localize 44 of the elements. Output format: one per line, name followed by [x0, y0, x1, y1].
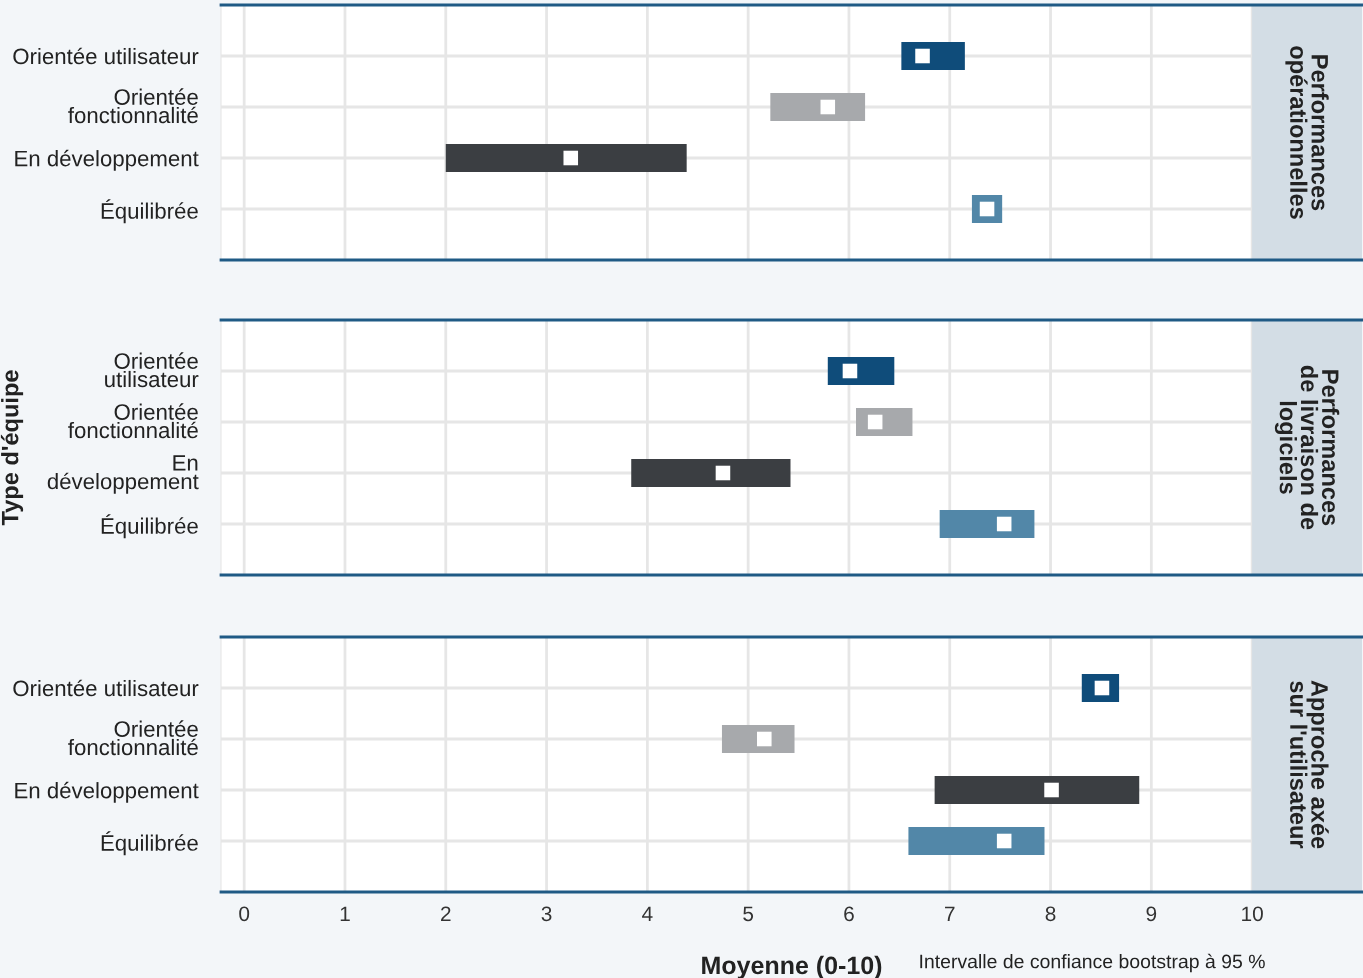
bar [631, 458, 791, 488]
x-tick-label: 8 [1045, 906, 1056, 922]
x-tick-label: 2 [441, 906, 451, 921]
x-tick-label: 9 [1146, 906, 1157, 922]
y-tick-label: Orientée utilisateur [13, 47, 199, 65]
point [820, 99, 836, 115]
bar [908, 826, 1045, 856]
point [996, 833, 1012, 849]
point [867, 414, 883, 430]
x-tick-label: 3 [541, 906, 552, 922]
bar [445, 143, 687, 173]
x-tick-label: 10 [1242, 906, 1263, 922]
x-tick-label: 4 [642, 906, 653, 921]
y-tick-label: Orientée fonctionnalité [68, 720, 198, 756]
point [563, 150, 579, 166]
point [915, 48, 930, 64]
x-tick-label: 0 [239, 906, 250, 922]
y-tick-label: Orientée fonctionnalité [68, 403, 198, 439]
bar [770, 92, 866, 122]
x-tick-label: 1 [340, 906, 350, 921]
text: Performances opérationnelles [1285, 46, 1329, 219]
y-tick-label: En développement [47, 455, 199, 494]
point [996, 516, 1012, 532]
point [715, 465, 731, 481]
y-tick-label: Équilibrée [101, 831, 198, 856]
y-axis-title: Type d'équipe [0, 370, 24, 526]
y-tick-label: Équilibrée [101, 514, 198, 539]
bar [934, 775, 1140, 805]
point [757, 731, 772, 747]
bar [939, 509, 1035, 539]
text: Performances de livraison de logiciels [1274, 365, 1340, 530]
y-tick-label: Orientée fonctionnalité [68, 88, 198, 124]
text: Intervalle de confiance bootstrap à 95 % [920, 953, 1265, 973]
y-tick-label: Équilibrée [101, 199, 198, 224]
x-tick-label: 7 [945, 906, 955, 921]
x-tick-label: 5 [743, 906, 754, 922]
x-tick-label: 6 [844, 906, 854, 922]
point [1044, 782, 1059, 798]
text: Approche axée sur l'utilisateur [1290, 680, 1329, 849]
y-tick-label: En développement [15, 149, 199, 171]
y-tick-label: Orientée utilisateur [13, 679, 199, 697]
point [842, 363, 858, 379]
y-tick-label: Orientée utilisateur [105, 352, 199, 388]
y-tick-label: En développement [15, 781, 199, 803]
